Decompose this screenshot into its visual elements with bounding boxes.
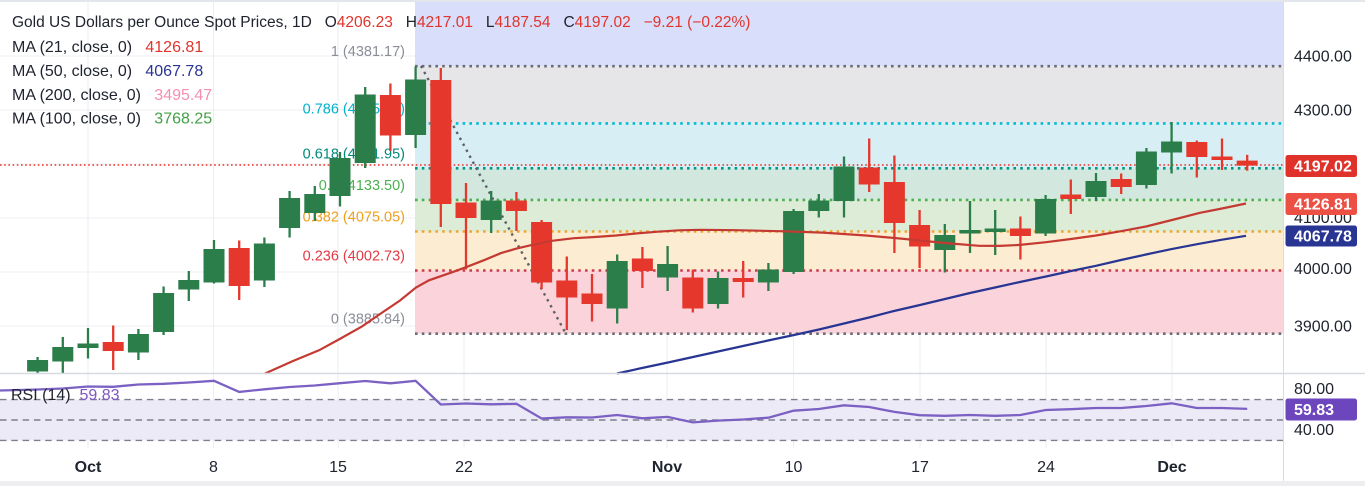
- svg-text:4197.02: 4197.02: [1294, 159, 1352, 176]
- svg-text:8: 8: [209, 459, 218, 476]
- svg-text:0.786 (4275.17): 0.786 (4275.17): [303, 101, 405, 117]
- svg-text:0.382 (4075.05): 0.382 (4075.05): [303, 210, 405, 226]
- svg-text:40.00: 40.00: [1294, 422, 1334, 439]
- svg-text:1 (4381.17): 1 (4381.17): [331, 44, 405, 60]
- svg-text:4126.81: 4126.81: [1294, 197, 1352, 214]
- svg-text:59.83: 59.83: [1294, 402, 1334, 419]
- svg-text:10: 10: [785, 459, 803, 476]
- svg-text:Oct: Oct: [75, 459, 102, 476]
- svg-text:22: 22: [455, 459, 473, 476]
- svg-text:MA (50, close, 0) 4067.78: MA (50, close, 0) 4067.78: [12, 63, 203, 80]
- svg-text:4000.00: 4000.00: [1294, 261, 1352, 278]
- svg-text:80.00: 80.00: [1294, 381, 1334, 398]
- svg-text:Dec: Dec: [1157, 459, 1186, 476]
- svg-text:15: 15: [329, 459, 347, 476]
- svg-text:4400.00: 4400.00: [1294, 49, 1352, 66]
- svg-text:24: 24: [1037, 459, 1055, 476]
- svg-text:MA (21, close, 0) 4126.81: MA (21, close, 0) 4126.81: [12, 39, 203, 56]
- svg-text:3900.00: 3900.00: [1294, 319, 1352, 336]
- svg-text:Nov: Nov: [652, 459, 682, 476]
- svg-text:0.618 (4191.95): 0.618 (4191.95): [303, 146, 405, 162]
- svg-text:17: 17: [911, 459, 929, 476]
- svg-text:0.236 (4002.73): 0.236 (4002.73): [303, 249, 405, 265]
- svg-text:RSI (14) 59.83: RSI (14) 59.83: [11, 387, 120, 404]
- svg-text:0 (3885.84): 0 (3885.84): [331, 312, 405, 328]
- svg-text:MA (200, close, 0) 3495.47: MA (200, close, 0) 3495.47: [12, 87, 212, 104]
- svg-text:4067.78: 4067.78: [1294, 229, 1352, 246]
- svg-text:Gold US Dollars per Ounce Spot: Gold US Dollars per Ounce Spot Prices, 1…: [12, 14, 750, 31]
- svg-text:4300.00: 4300.00: [1294, 103, 1352, 120]
- svg-text:MA (100, close, 0) 3768.25: MA (100, close, 0) 3768.25: [12, 111, 212, 128]
